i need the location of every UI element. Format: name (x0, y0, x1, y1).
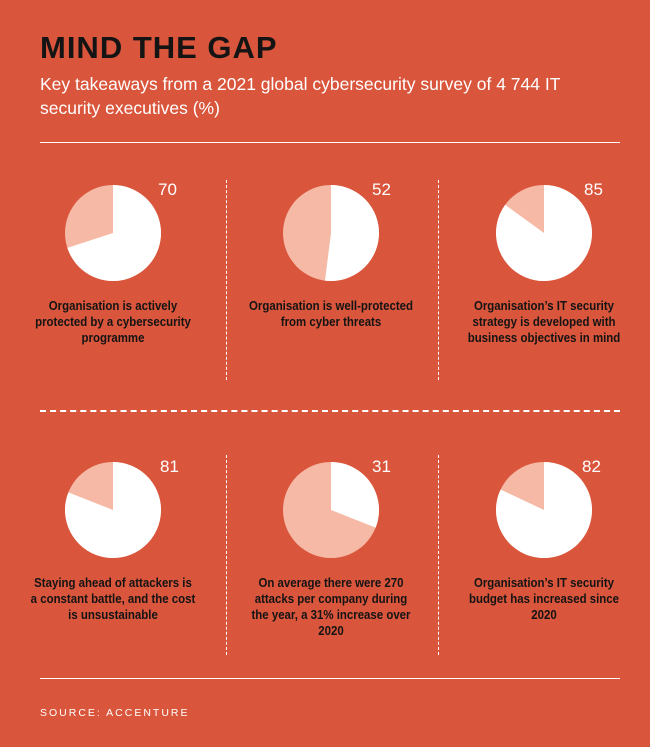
stat-caption: Organisation’s IT security strategy is d… (467, 298, 621, 345)
pie-chart (496, 462, 593, 558)
stat-card: 85 Organisation’s IT security strategy i… (449, 178, 639, 398)
stat-card: 81 Staying ahead of attackers is a const… (18, 455, 208, 675)
source-note: SOURCE: ACCENTURE (40, 707, 190, 719)
stat-card: 82 Organisation’s IT security budget has… (449, 455, 639, 675)
column-divider (226, 455, 227, 655)
pie-slice (331, 462, 380, 528)
pie-slice (496, 185, 593, 281)
page-subtitle: Key takeaways from a 2021 global cyberse… (40, 74, 561, 118)
pie-value-label: 70 (158, 180, 177, 199)
pie-value-label: 31 (372, 457, 391, 476)
column-divider (438, 180, 439, 380)
pie-slice (324, 185, 380, 281)
pie-chart (496, 185, 593, 281)
middle-divider (40, 410, 620, 412)
stat-card: 70 Organisation is actively protected by… (18, 178, 208, 398)
pie-value-label: 52 (372, 180, 391, 199)
stat-card: 52 Organisation is well-protected from c… (236, 178, 426, 398)
stat-card: 31 On average there were 270 attacks per… (236, 455, 426, 675)
column-divider (438, 455, 439, 655)
bottom-divider (40, 678, 620, 679)
stat-caption: Organisation’s IT security budget has in… (468, 575, 620, 622)
stat-caption: On average there were 270 attacks per co… (251, 575, 411, 638)
pie-slice (64, 462, 161, 558)
stat-caption: Staying ahead of attackers is a constant… (30, 575, 196, 622)
pie-slice (496, 462, 593, 558)
pie-value-label: 81 (160, 457, 179, 476)
pie-chart (283, 185, 380, 281)
pie-chart (283, 462, 380, 558)
pie-value-label: 85 (584, 180, 603, 199)
pie-value-label: 82 (582, 457, 601, 476)
page-title: MIND THE GAP (40, 30, 278, 65)
stat-caption: Organisation is actively protected by a … (35, 298, 191, 345)
pie-chart (65, 185, 162, 281)
pie-chart (64, 462, 161, 558)
column-divider (226, 180, 227, 380)
top-divider (40, 142, 620, 143)
pie-slice (67, 185, 162, 281)
stat-caption: Organisation is well-protected from cybe… (248, 298, 414, 329)
